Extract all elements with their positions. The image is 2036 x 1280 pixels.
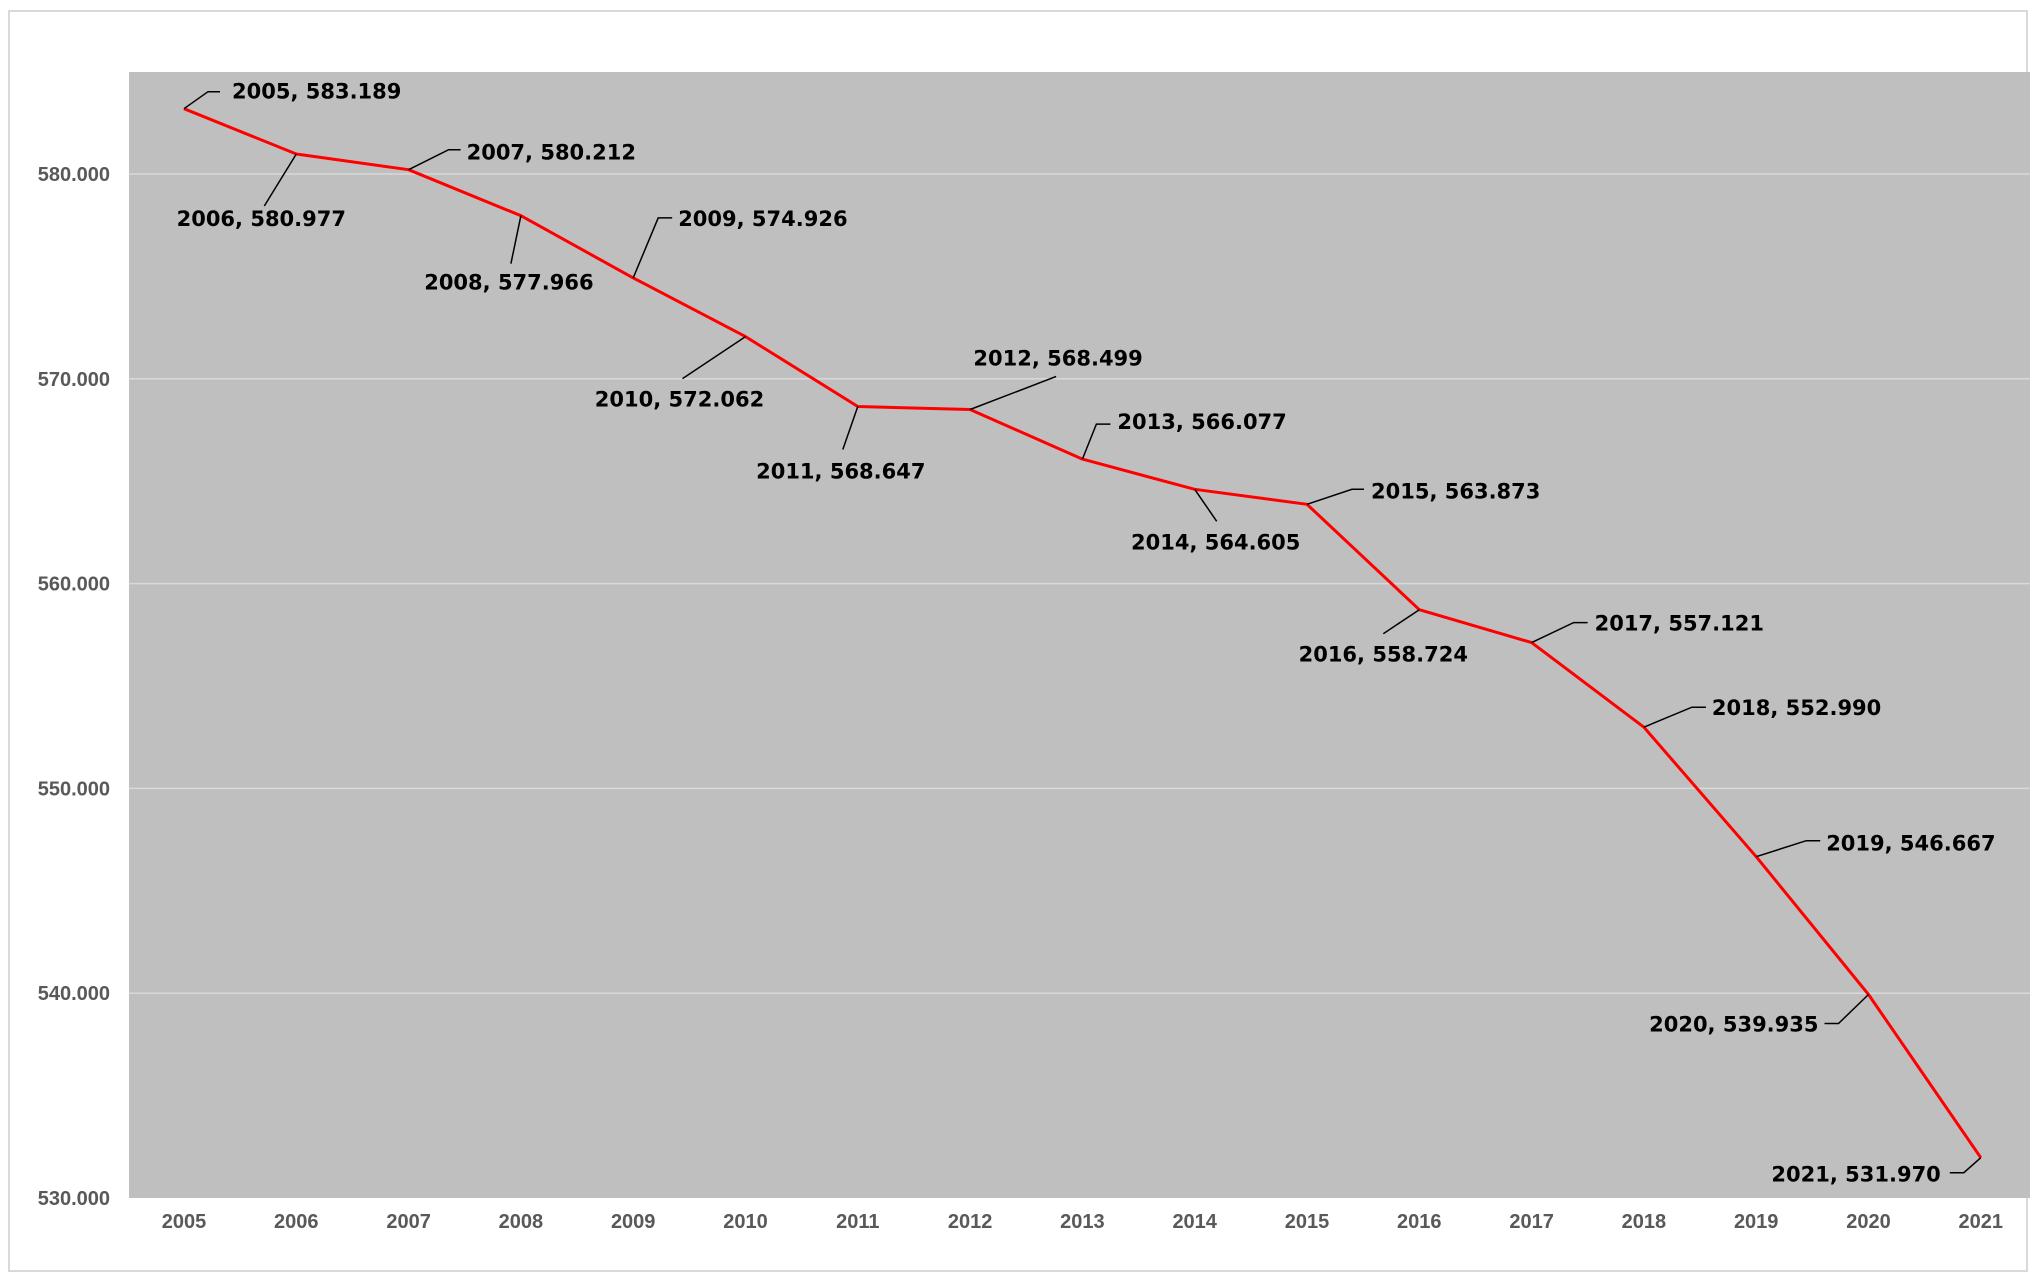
leader-line: [1531, 621, 1588, 644]
x-axis-tick-labels: 2005 2006 2007 2008 2009 2010 2011 2012 2013 2014…: [162, 1211, 2003, 1233]
leader-line: [1382, 609, 1420, 635]
x-tick-label: 2008: [499, 1211, 544, 1233]
data-label: 2008, 577.966: [424, 271, 593, 295]
x-tick-label: 2006: [274, 1211, 319, 1233]
x-tick-label: 2011: [836, 1211, 879, 1233]
line-chart: 530.000 540.000 550.000 560.000 570.000 580.0…: [38, 72, 2030, 1233]
y-axis-tick-labels: 530.000 540.000 550.000 560.000 570.000 580.0…: [38, 164, 110, 1210]
leader-line: [1643, 706, 1706, 728]
data-label: 2007, 580.212: [467, 141, 636, 165]
leader-line: [1949, 1157, 1982, 1174]
leader-line: [1081, 423, 1111, 460]
leader-line: [969, 375, 1057, 411]
x-tick-label: 2013: [1060, 1211, 1105, 1233]
gridlines: [129, 173, 2030, 994]
y-tick-label: 530.000: [38, 1188, 110, 1210]
x-tick-label: 2012: [948, 1211, 993, 1233]
data-label: 2009, 574.926: [678, 207, 847, 231]
data-label: 2011, 568.647: [756, 460, 925, 484]
x-tick-label: 2016: [1397, 1211, 1442, 1233]
data-label: 2006, 580.977: [177, 207, 346, 231]
leader-lines: [183, 90, 1982, 1174]
data-label: 2020, 539.935: [1649, 1013, 1818, 1037]
leader-line: [1824, 993, 1870, 1025]
x-tick-label: 2017: [1509, 1211, 1554, 1233]
x-tick-label: 2019: [1734, 1211, 1779, 1233]
y-tick-label: 560.000: [38, 574, 110, 596]
data-label: 2019, 546.667: [1826, 832, 1995, 856]
data-label: 2016, 558.724: [1299, 643, 1468, 667]
data-label: 2014, 564.605: [1131, 530, 1300, 554]
data-label: 2012, 568.499: [973, 347, 1142, 371]
leader-line: [1194, 488, 1218, 522]
x-tick-label: 2010: [723, 1211, 768, 1233]
chart-frame: 530.000 540.000 550.000 560.000 570.000 580.0…: [8, 10, 2030, 1272]
y-tick-label: 540.000: [38, 983, 110, 1005]
data-label: 2015, 563.873: [1371, 479, 1540, 503]
plot-area: [129, 72, 2030, 1198]
data-label: 2018, 552.990: [1712, 696, 1881, 720]
x-tick-label: 2014: [1172, 1211, 1217, 1233]
x-tick-label: 2015: [1285, 1211, 1330, 1233]
y-tick-label: 570.000: [38, 369, 110, 391]
x-tick-label: 2018: [1622, 1211, 1667, 1233]
data-label: 2021, 531.970: [1771, 1163, 1940, 1187]
leader-line: [842, 406, 859, 450]
data-label: 2010, 572.062: [595, 388, 764, 412]
leader-line: [1755, 839, 1821, 858]
x-tick-label: 2009: [611, 1211, 656, 1233]
leader-line: [408, 148, 461, 171]
leader-line: [632, 217, 673, 279]
data-label: 2005, 583.189: [232, 80, 401, 104]
leader-line: [510, 215, 522, 264]
leader-line: [263, 153, 297, 207]
leader-line: [682, 335, 746, 380]
data-label: 2017, 557.121: [1595, 612, 1764, 636]
x-tick-label: 2021: [1959, 1211, 2004, 1233]
y-tick-label: 580.000: [38, 164, 110, 186]
data-label: 2013, 566.077: [1117, 410, 1286, 434]
leader-line: [183, 90, 220, 110]
x-tick-label: 2005: [162, 1211, 207, 1233]
data-labels: 2005, 583.189 2006, 580.977 2007, 580.212 2…: [177, 80, 1996, 1187]
y-tick-label: 550.000: [38, 778, 110, 800]
x-tick-label: 2020: [1846, 1211, 1891, 1233]
leader-line: [1306, 488, 1364, 506]
x-tick-label: 2007: [386, 1211, 431, 1233]
